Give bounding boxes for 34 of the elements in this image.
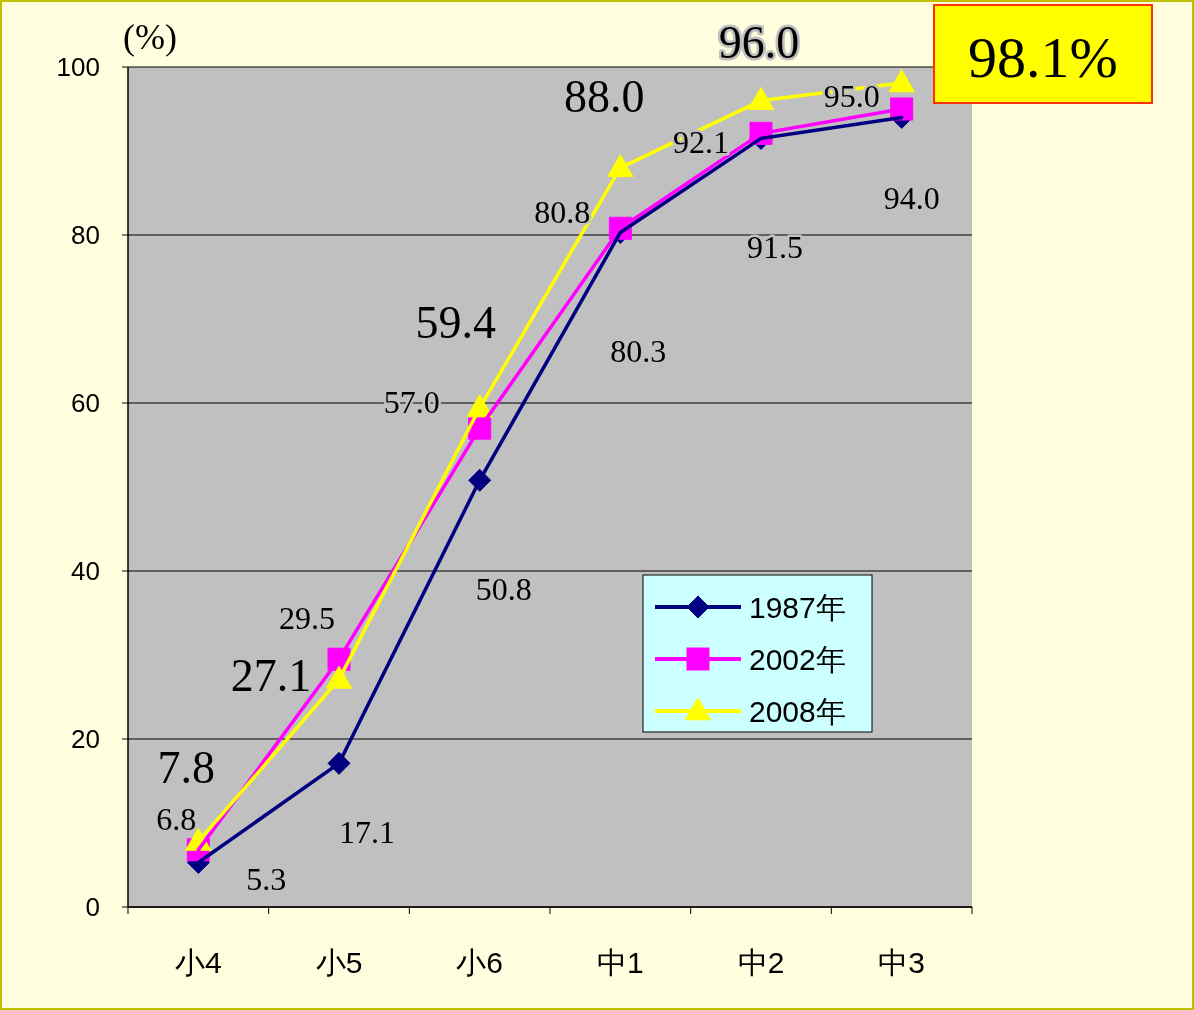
data-label: 98.1% — [968, 25, 1118, 90]
legend-label: 2002年 — [749, 643, 846, 676]
data-label: 6.8 — [156, 800, 197, 837]
data-label: 96.0 — [718, 16, 800, 68]
data-label: 80.3 — [610, 333, 667, 370]
y-tick-label: 80 — [71, 220, 100, 250]
point — [888, 69, 915, 93]
y-tick-label: 100 — [56, 52, 100, 82]
data-label: 92.1 — [673, 124, 729, 161]
y-tick-label: 60 — [71, 388, 100, 418]
data-label: 88.0 — [564, 70, 645, 122]
x-tick-label: 中2 — [737, 946, 785, 979]
data-label: 29.5 — [279, 600, 335, 637]
legend-label: 1987年 — [749, 591, 846, 624]
data-label: 5.3 — [246, 861, 287, 898]
y-tick-label: 0 — [85, 892, 100, 922]
x-tick-label: 小5 — [315, 946, 363, 979]
data-label: 17.1 — [339, 814, 395, 851]
data-label: 80.8 — [534, 194, 591, 231]
data-label: 50.8 — [475, 571, 532, 608]
x-tick-label: 小4 — [174, 946, 222, 979]
data-label: 57.0 — [383, 384, 440, 421]
y-tick-label: 20 — [71, 724, 100, 754]
x-tick-label: 小6 — [456, 946, 504, 979]
data-label: 27.1 — [230, 650, 312, 702]
data-label: 91.5 — [747, 229, 803, 266]
y-tick-label: 40 — [71, 556, 100, 586]
data-label: 59.4 — [415, 297, 496, 349]
y-axis-title: (%) — [123, 17, 177, 57]
data-label: 94.0 — [883, 180, 940, 217]
x-tick-label: 中1 — [596, 946, 644, 979]
legend-label: 2008年 — [749, 695, 846, 728]
x-tick-label: 中3 — [878, 946, 926, 979]
data-label: 7.8 — [157, 742, 216, 794]
